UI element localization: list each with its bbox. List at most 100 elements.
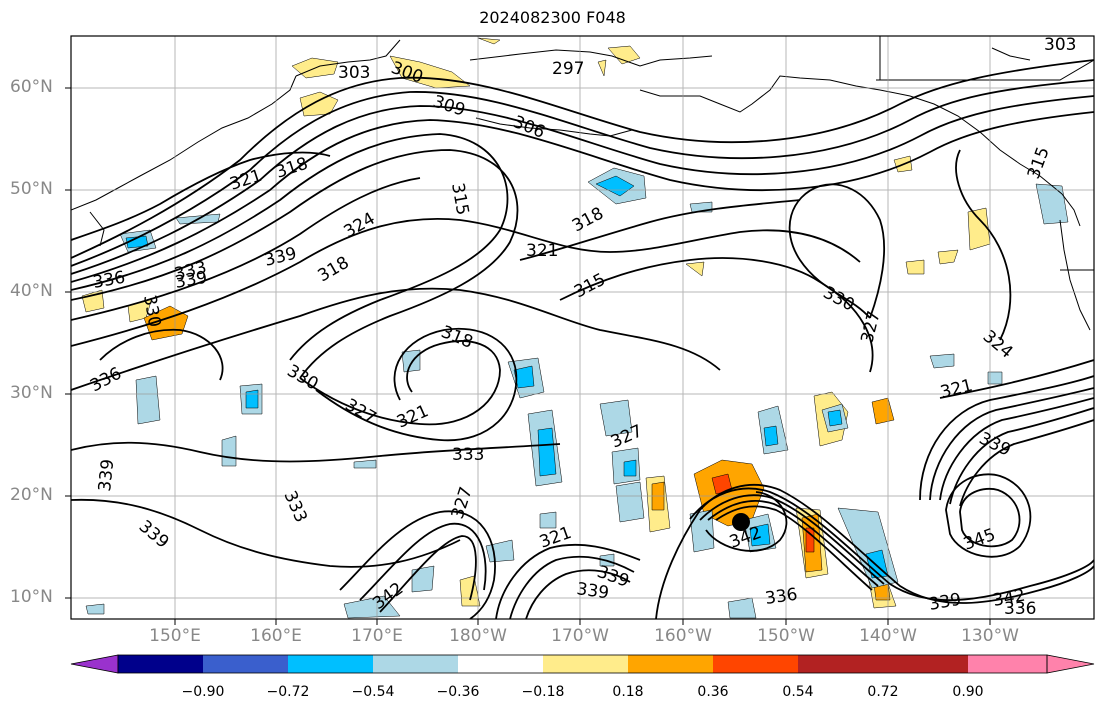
colorbar-tick-label: −0.18 [521, 684, 565, 700]
contour-label: 330 [820, 283, 858, 316]
contour-label: 339 [173, 268, 208, 293]
contour-label: 318 [315, 253, 353, 287]
colorbar-segment [543, 655, 628, 673]
contour-label: 318 [569, 204, 607, 237]
shade-negative [539, 511, 557, 529]
lon-label: 150°E [149, 626, 201, 646]
shade-negative [85, 603, 105, 615]
coastlines [71, 36, 1094, 331]
shade-positive [905, 259, 925, 275]
colorbar-tick-label: 0.54 [782, 684, 814, 700]
colorbar-tick-label: 0.36 [697, 684, 729, 700]
contour-label: 324 [979, 327, 1017, 363]
contour-label: 315 [447, 181, 472, 216]
contour-label: 339 [927, 590, 962, 615]
theta-contours [71, 59, 1094, 619]
contour-label: 339 [575, 579, 610, 603]
shade-negative [615, 481, 645, 523]
shade-negative [411, 565, 435, 593]
contour-label: 333 [452, 445, 484, 465]
shade-negative [135, 375, 161, 425]
shade-negative [727, 597, 757, 619]
shade-positive [685, 261, 705, 277]
colorbar-tick-label: 0.72 [867, 684, 899, 700]
contour-label: 318 [273, 154, 310, 183]
shade-negative [343, 595, 401, 619]
shade-strong-negative [827, 409, 843, 427]
colorbar-segment [968, 655, 1047, 673]
lat-label: 50°N [10, 179, 53, 199]
colorbar-extend-max [1046, 654, 1095, 674]
contour-label: 321 [526, 241, 558, 261]
shade-positive [477, 37, 501, 45]
colorbar-tick-label: −0.72 [266, 684, 310, 700]
colorbar-segment [458, 655, 543, 673]
lon-label: 180°W [449, 626, 507, 646]
lon-label: 150°W [757, 626, 815, 646]
shade-strong-negative [749, 523, 771, 547]
shade-negative [485, 539, 515, 563]
map-title: 2024082300 F048 [479, 8, 626, 27]
colorbar-extend-min [70, 654, 119, 674]
colorbar-segment [118, 655, 203, 673]
contour-label: 336 [87, 364, 125, 397]
lon-label: 170°E [351, 626, 403, 646]
contour-label: 297 [552, 59, 584, 79]
contour-label: 303 [1044, 35, 1076, 55]
lat-label: 10°N [10, 587, 53, 607]
shade-strong-positive [871, 397, 895, 425]
shade-negative [689, 509, 715, 553]
colorbar-segment [713, 655, 798, 673]
contour-label: 339 [135, 517, 173, 553]
lon-label: 140°W [859, 626, 917, 646]
lon-label: 160°W [654, 626, 712, 646]
lat-label: 30°N [10, 383, 53, 403]
contour-label: 336 [764, 585, 799, 609]
shade-positive [597, 59, 607, 77]
storm-center-marker [732, 513, 750, 531]
colorbar-tick-label: −0.36 [436, 684, 480, 700]
colorbar-tick-label: 0.90 [952, 684, 984, 700]
shade-strong-negative [595, 175, 635, 197]
map-frame [70, 35, 1095, 620]
shade-positive [299, 91, 339, 117]
contour-label: 339 [95, 458, 118, 492]
shade-strong-negative [537, 427, 557, 477]
contour-label: 327 [448, 485, 477, 522]
shade-negative [599, 399, 633, 437]
shade-positive [459, 575, 481, 607]
colorbar-segment [373, 655, 458, 673]
contour-label: 336 [91, 268, 126, 293]
lat-label: 40°N [10, 281, 53, 301]
axis-ticks [65, 87, 991, 625]
shade-positive [967, 207, 991, 251]
contour-label: 315 [1024, 144, 1054, 181]
contour-label: 327 [857, 309, 884, 345]
colorbar [70, 654, 1095, 674]
contour-label: 303 [338, 63, 370, 83]
shade-strong-negative [245, 389, 259, 409]
shade-positive [607, 45, 641, 65]
colorbar-segment [798, 655, 883, 673]
shade-negative [221, 435, 237, 467]
lat-label: 20°N [10, 485, 53, 505]
lon-label: 170°W [551, 626, 609, 646]
colorbar-segment [203, 655, 288, 673]
shade-positive [937, 249, 959, 265]
contour-label: 345 [961, 525, 998, 555]
colorbar-tick-label: −0.54 [351, 684, 395, 700]
shade-negative [1035, 183, 1069, 225]
shaded-field [81, 37, 1069, 619]
colorbar-segment [883, 655, 968, 673]
shade-strong-negative [623, 459, 637, 477]
colorbar-segment [628, 655, 713, 673]
contour-label: 321 [938, 376, 974, 403]
contour-label: 339 [262, 244, 298, 271]
colorbar-segment [288, 655, 373, 673]
contour-label: 306 [510, 112, 548, 143]
shade-strong-negative [763, 425, 779, 447]
lat-label: 60°N [10, 77, 53, 97]
contour-label: 318 [438, 322, 476, 353]
shade-negative [353, 459, 377, 469]
